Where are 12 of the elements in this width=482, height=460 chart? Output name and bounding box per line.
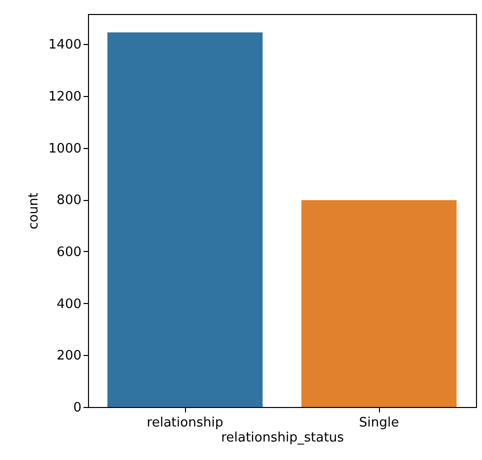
y-tick-label: 400 <box>56 296 82 312</box>
y-tick-label: 1200 <box>48 89 82 104</box>
y-axis-title: count <box>26 192 42 230</box>
x-tick-label: relationship <box>146 416 224 430</box>
y-tick-label: 800 <box>56 193 82 208</box>
y-tick-label: 0 <box>73 400 82 416</box>
y-tick-label: 600 <box>56 244 82 260</box>
x-tick-label: Single <box>359 416 399 430</box>
y-tick-label: 1000 <box>48 141 82 156</box>
x-axis-title: relationship_status <box>221 430 344 446</box>
y-tick-label: 200 <box>56 348 82 364</box>
y-tick-label: 1400 <box>48 38 82 53</box>
